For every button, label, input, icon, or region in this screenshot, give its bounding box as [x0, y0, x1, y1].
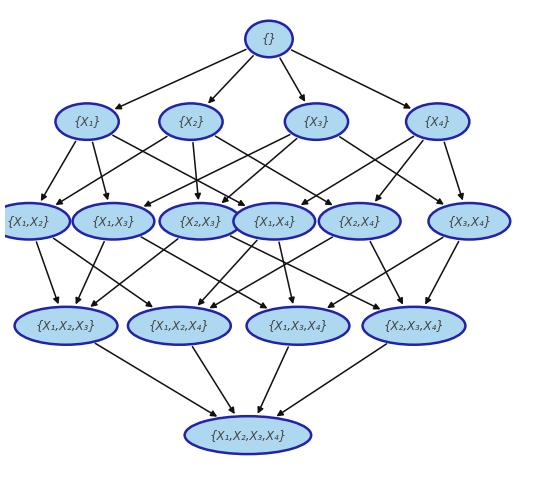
Text: {X₁,X₂,X₃}: {X₁,X₂,X₃}: [36, 319, 96, 332]
Ellipse shape: [185, 416, 311, 454]
Ellipse shape: [15, 307, 117, 345]
Ellipse shape: [406, 103, 469, 140]
Text: {X₁,X₂,X₄}: {X₁,X₂,X₄}: [149, 319, 210, 332]
Text: {X₂,X₄}: {X₂,X₄}: [337, 215, 382, 228]
Ellipse shape: [55, 103, 119, 140]
Ellipse shape: [73, 203, 154, 240]
Text: {X₂}: {X₂}: [177, 115, 205, 128]
Text: {X₃,X₄}: {X₃,X₄}: [447, 215, 492, 228]
Ellipse shape: [0, 203, 70, 240]
Text: {X₂,X₃}: {X₂,X₃}: [178, 215, 223, 228]
Text: {X₁,X₂,X₃,X₄}: {X₁,X₂,X₃,X₄}: [209, 429, 287, 441]
Ellipse shape: [319, 203, 401, 240]
Ellipse shape: [285, 103, 348, 140]
Text: {X₁,X₂}: {X₁,X₂}: [7, 215, 51, 228]
Ellipse shape: [160, 203, 242, 240]
Text: {X₁}: {X₁}: [73, 115, 101, 128]
Text: {X₂,X₃,X₄}: {X₂,X₃,X₄}: [384, 319, 444, 332]
Text: {X₄}: {X₄}: [424, 115, 451, 128]
Text: {X₁,X₃,X₄}: {X₁,X₃,X₄}: [267, 319, 328, 332]
Ellipse shape: [428, 203, 510, 240]
Ellipse shape: [246, 307, 349, 345]
Text: {X₁,X₃}: {X₁,X₃}: [91, 215, 136, 228]
Ellipse shape: [245, 21, 293, 57]
Ellipse shape: [128, 307, 231, 345]
Text: {X₃}: {X₃}: [302, 115, 330, 128]
Ellipse shape: [363, 307, 465, 345]
Text: {X₁,X₄}: {X₁,X₄}: [252, 215, 296, 228]
Ellipse shape: [233, 203, 315, 240]
Ellipse shape: [159, 103, 223, 140]
Text: {}: {}: [261, 32, 277, 46]
